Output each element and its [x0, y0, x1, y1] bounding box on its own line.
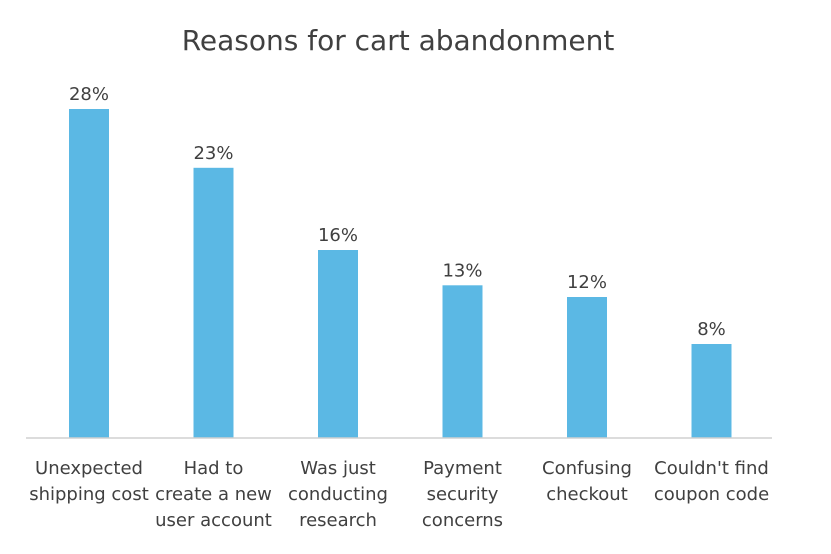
- category-labels-group: Unexpected shipping cost Had to create a ne…: [29, 458, 769, 531]
- chart-title: Reasons for cart abandonment: [182, 24, 615, 57]
- category-label: Had to create a new user account: [155, 458, 272, 531]
- category-label-line: checkout: [546, 484, 628, 505]
- category-label: Payment security concerns: [422, 458, 503, 531]
- bar: [442, 285, 483, 439]
- data-label: 8%: [697, 319, 726, 340]
- bar: [567, 297, 607, 438]
- bars-group: [69, 109, 732, 439]
- data-label: 23%: [193, 143, 233, 164]
- data-label: 12%: [567, 272, 607, 293]
- category-label-line: Was just: [300, 458, 376, 479]
- bar: [69, 109, 109, 438]
- bar: [193, 167, 234, 439]
- data-label: 16%: [318, 225, 358, 246]
- category-label-line: Unexpected: [35, 458, 143, 479]
- data-label: 28%: [69, 84, 109, 105]
- category-label-line: Confusing: [542, 458, 632, 479]
- data-labels-group: 28% 23% 16% 13% 12% 8%: [69, 84, 726, 340]
- category-label-line: coupon code: [654, 484, 769, 505]
- category-label-line: security: [427, 484, 499, 505]
- bar: [691, 344, 732, 438]
- category-label: Unexpected shipping cost: [29, 458, 149, 505]
- category-label-line: conducting: [288, 484, 388, 505]
- bar: [318, 250, 358, 438]
- category-label: Couldn't find coupon code: [654, 458, 769, 505]
- category-label: Was just conducting research: [288, 458, 388, 531]
- category-label-line: shipping cost: [29, 484, 149, 505]
- category-label-line: Couldn't find: [654, 458, 769, 479]
- category-label-line: Payment: [423, 458, 502, 479]
- data-label: 13%: [442, 260, 482, 281]
- category-label-line: research: [299, 510, 377, 531]
- category-label-line: Had to: [184, 458, 244, 479]
- category-label-line: concerns: [422, 510, 503, 531]
- category-label-line: user account: [155, 510, 272, 531]
- category-label-line: create a new: [155, 484, 272, 505]
- category-label: Confusing checkout: [542, 458, 632, 505]
